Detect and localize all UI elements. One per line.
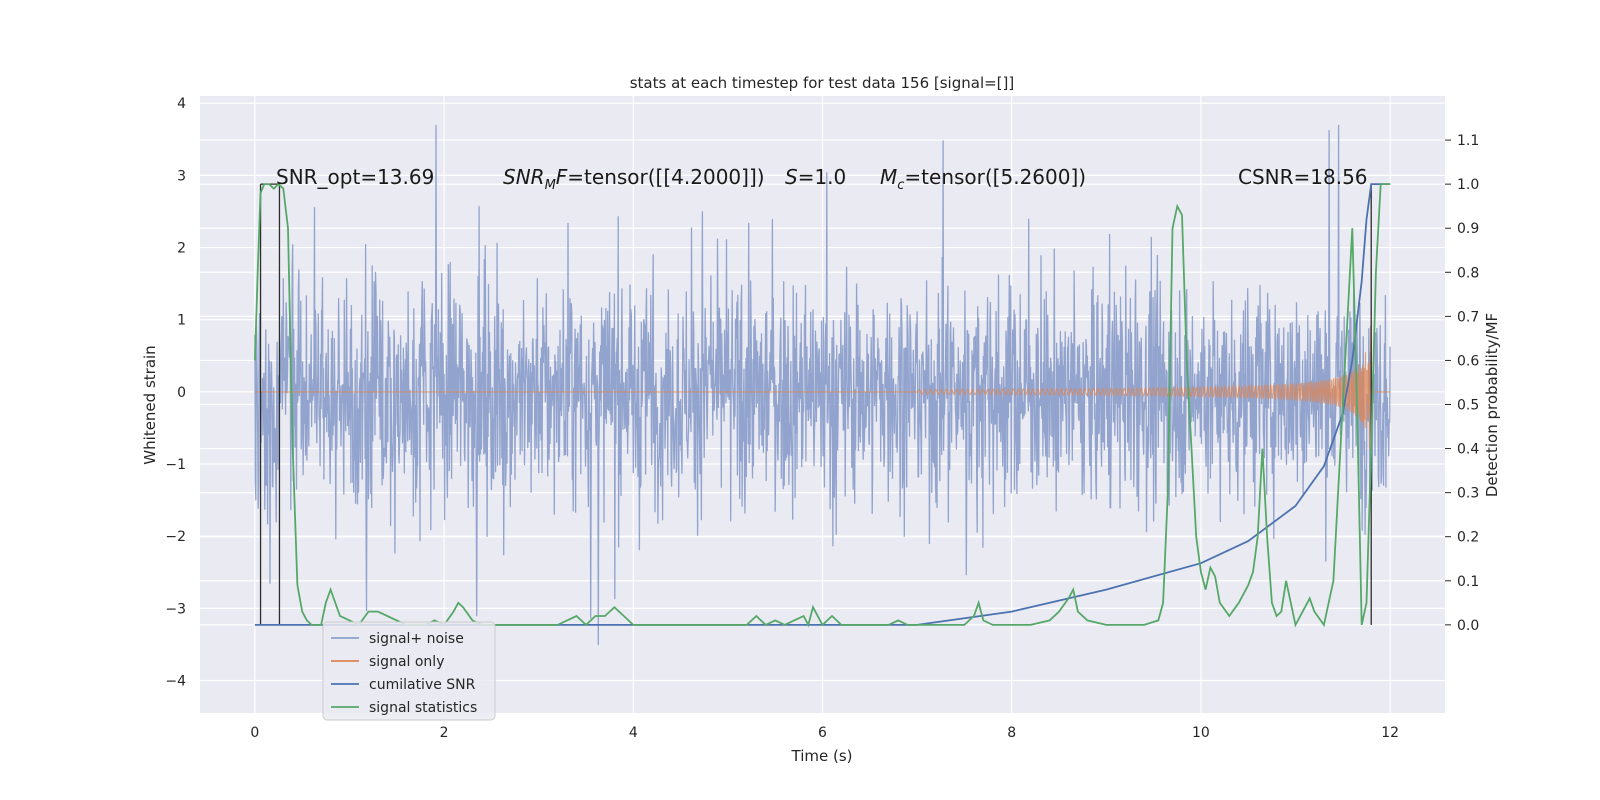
y2-tick-label: 0.4 [1457,442,1479,458]
y-tick-label: 2 [177,241,186,257]
annotation-s: S=1.0 [785,165,846,189]
y2-tick-label: 0.0 [1457,618,1479,634]
legend-label: signal+ noise [369,631,464,647]
annotation-mc: Mc=tensor([5.2600]) [880,165,1086,193]
y2-tick-label: 0.8 [1457,265,1479,281]
x-tick-label: 12 [1381,725,1399,741]
legend-label: signal statistics [369,700,477,716]
snr-mf-value: =tensor([[4.2000]]) [567,165,764,189]
y2-tick-label: 0.5 [1457,398,1479,414]
snr-mf-symbol: SNR [503,165,545,189]
y-tick-label: 4 [177,96,186,112]
legend: signal+ noise signal only cumilative SNR si… [322,621,496,721]
y2-tick-label: 1.0 [1457,177,1479,193]
signal-only-line [254,325,1391,451]
annotations: SNR_opt=13.69 SNRMF=tensor([[4.2000]]) S… [276,165,1368,193]
y2-tick-label: 0.7 [1457,309,1479,325]
y-tick-label: −3 [165,601,186,617]
snr-mf-symbol2: F [556,165,568,189]
legend-label: signal only [369,654,444,670]
grid-layer [200,96,1445,713]
x-tick-label: 2 [440,725,449,741]
x-tick-label: 8 [1007,725,1016,741]
y-tick-label: −4 [165,674,186,690]
x-axis-label: Time (s) [791,747,853,765]
y-tick-label: 1 [177,313,186,329]
y-tick-label: −2 [165,529,186,545]
y2-tick-label: 0.1 [1457,574,1479,590]
mc-symbol: M [880,165,897,189]
annotation-csnr: CSNR=18.56 [1238,165,1368,189]
s-symbol: S [785,165,798,189]
signal-statistics-line [254,182,1391,628]
y2-tick-label: 0.6 [1457,353,1479,369]
y-tick-label: 3 [177,168,186,184]
signal-only-series [254,325,1391,451]
x-tick-label: 10 [1192,725,1210,741]
legend-label: cumilative SNR [369,677,476,693]
snr-mf-subscript: M [545,178,556,193]
noise-series [254,124,1391,646]
y2-tick-label: 1.1 [1457,133,1479,149]
x-tick-label: 0 [250,725,259,741]
y2-tick-label: 0.9 [1457,221,1479,237]
x-tick-label: 4 [629,725,638,741]
y2-tick-label: 0.3 [1457,486,1479,502]
y-axis-label: Whitened strain [141,345,159,464]
chart-title: stats at each timestep for test data 156… [630,74,1015,92]
y-tick-label: −1 [165,457,186,473]
cumulative-snr-line [254,183,1391,626]
tick-layer: 0 2 4 6 8 10 1243210−1−2−3−41.11.00.90.80.70.6… [165,96,1479,741]
y2-axis-label: Detection probability/MF [1483,313,1501,497]
x-tick-label: 6 [818,725,827,741]
annotation-snr-opt: SNR_opt=13.69 [276,165,434,189]
s-value: =1.0 [798,165,847,189]
right-axis-series [254,182,1391,628]
annotation-snr-mf: SNRMF=tensor([[4.2000]]) [503,165,765,193]
mc-value: =tensor([5.2600]) [904,165,1086,189]
noise-line [254,124,1391,646]
y-tick-label: 0 [177,385,186,401]
legend-box [322,621,496,721]
mc-subscript: c [897,178,904,193]
y2-tick-label: 0.2 [1457,530,1479,546]
